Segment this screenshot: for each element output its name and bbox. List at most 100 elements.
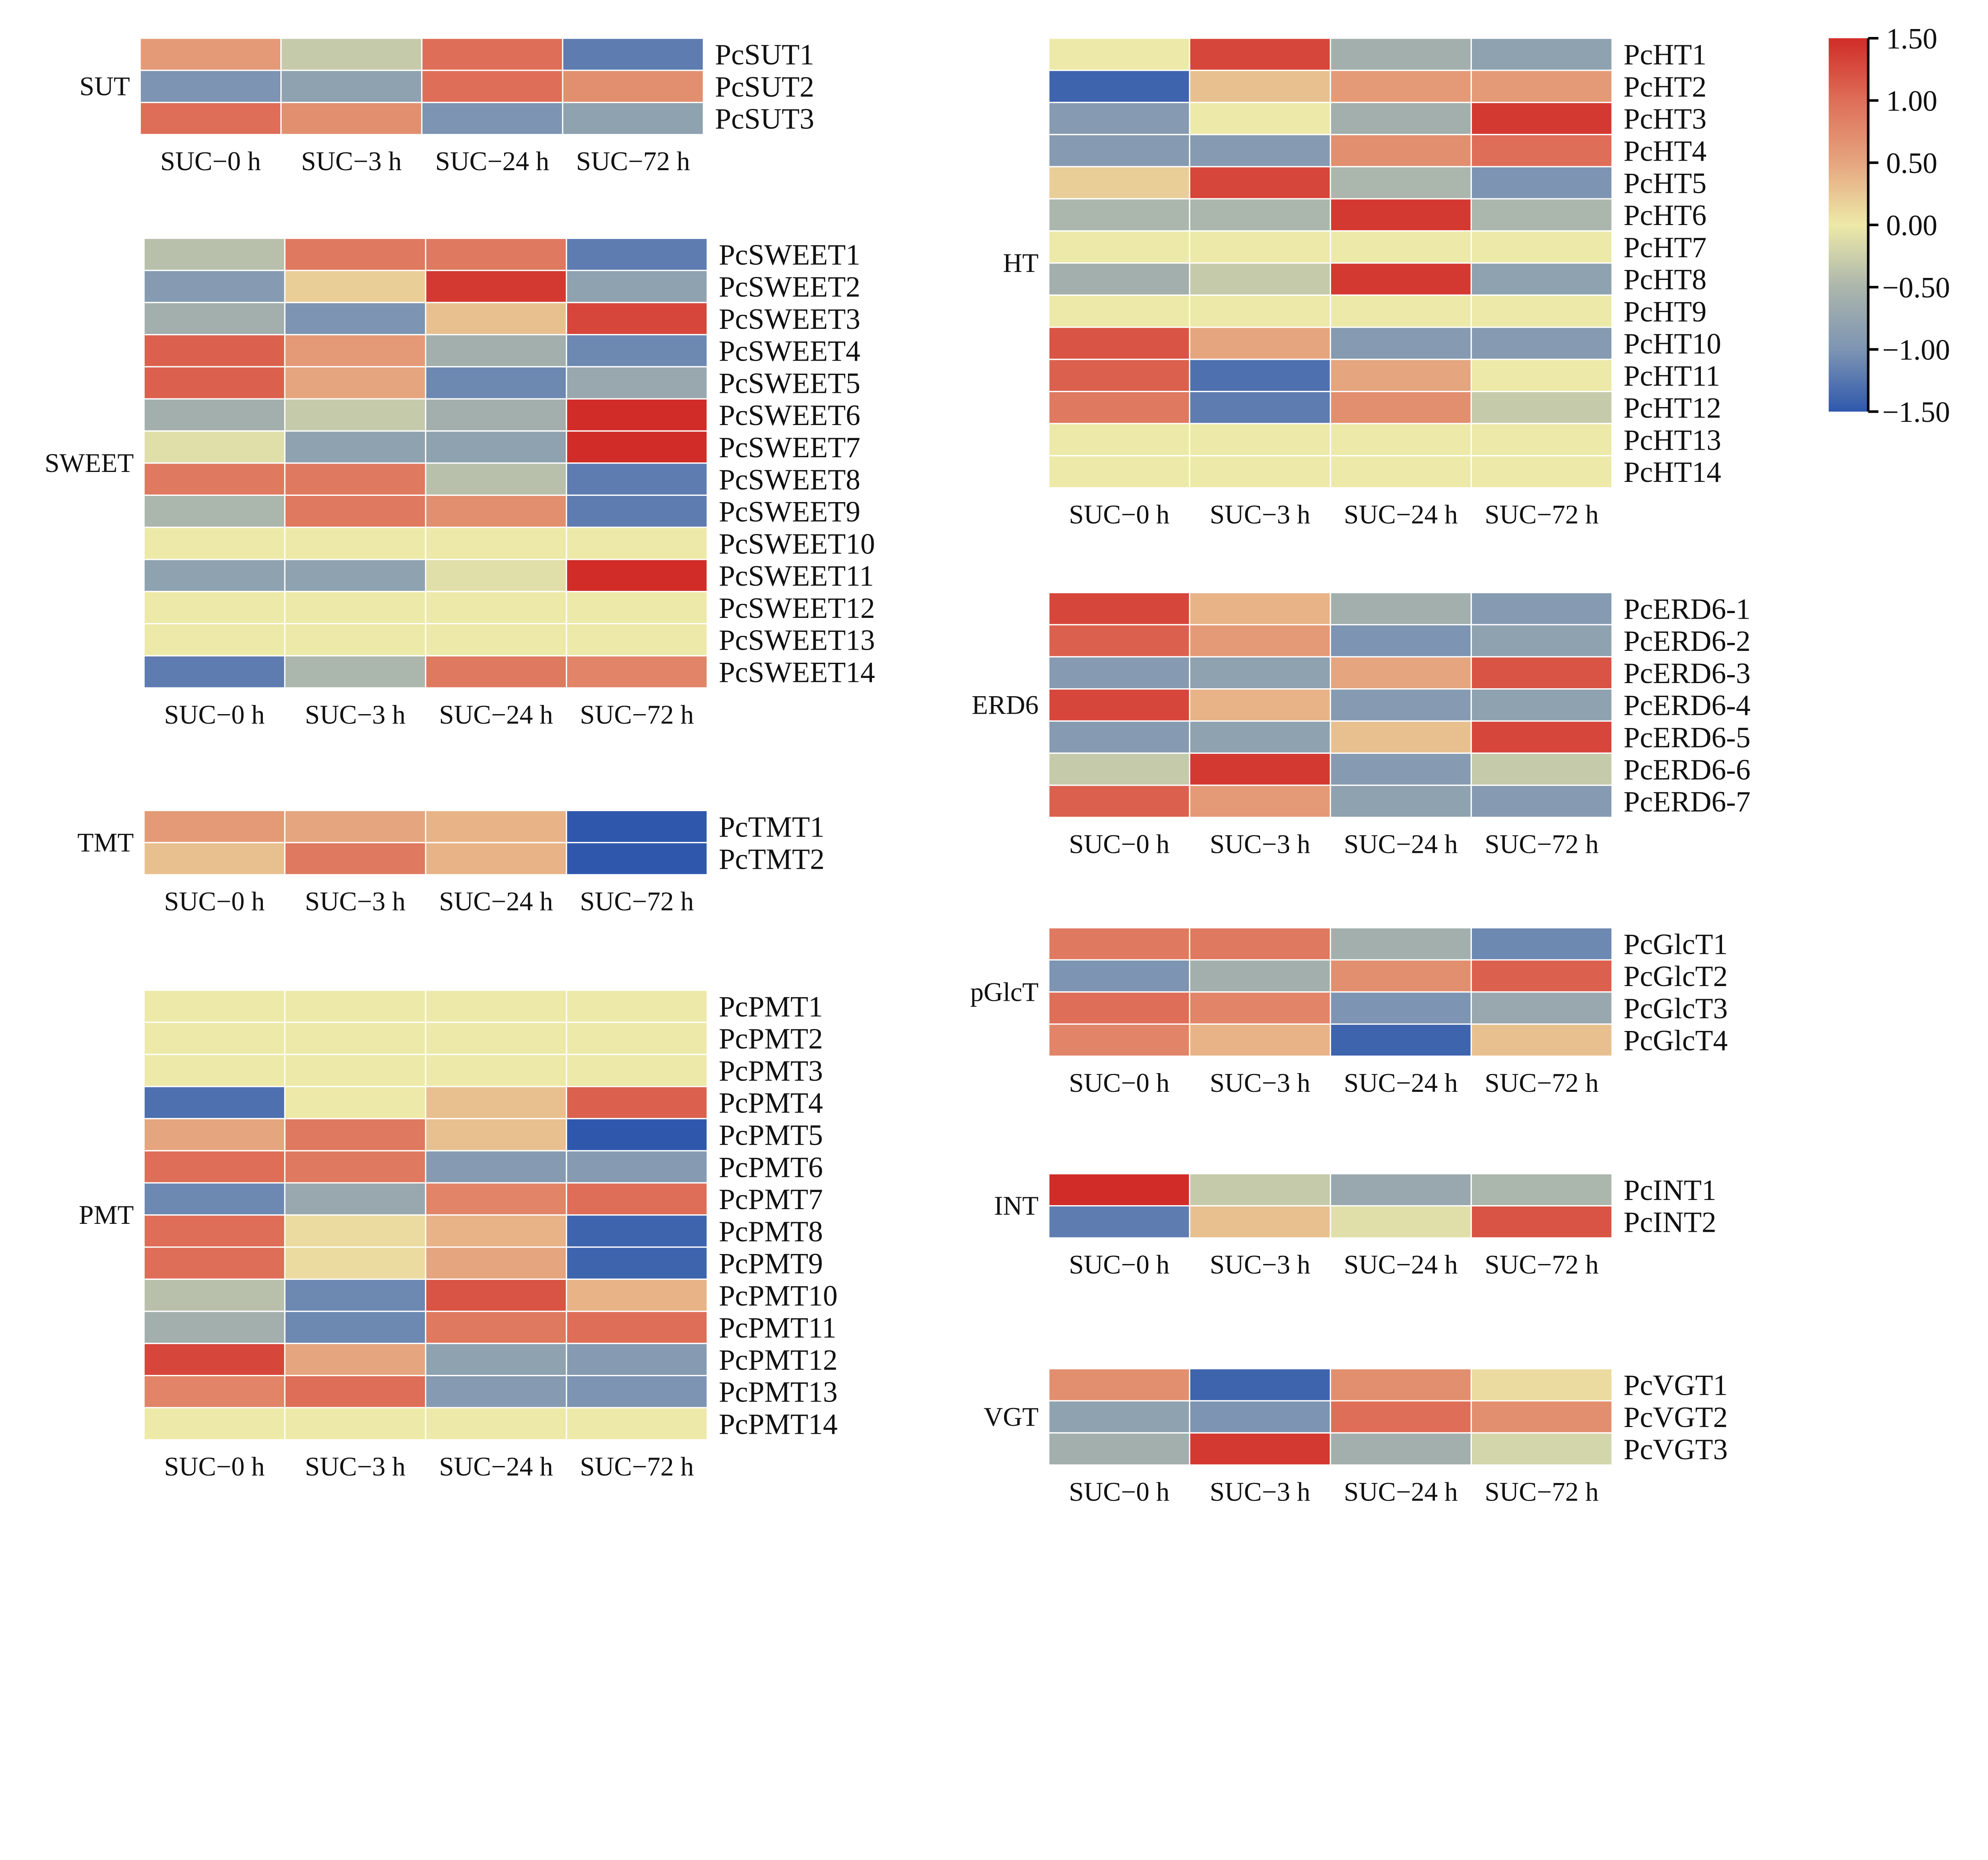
heatmap-cell bbox=[1330, 262, 1472, 296]
heatmap-cell bbox=[1048, 592, 1190, 625]
heatmap-cell bbox=[566, 623, 708, 656]
heatmap-cell bbox=[425, 237, 567, 271]
gene-label: PcGlcT2 bbox=[1623, 960, 1728, 992]
heatmap-cell bbox=[1189, 1368, 1331, 1402]
heatmap-cell bbox=[566, 237, 708, 271]
heatmap-cell bbox=[566, 366, 708, 400]
heatmap-cell bbox=[143, 430, 285, 464]
heatmap-cell bbox=[1048, 1368, 1190, 1402]
heatmap-cell bbox=[284, 462, 427, 496]
heatmap-cell bbox=[284, 334, 427, 368]
heatmap-cell bbox=[284, 1407, 427, 1441]
heatmap-cell bbox=[1189, 70, 1331, 103]
heatmap-cell bbox=[1048, 688, 1190, 722]
heatmap-cell bbox=[1189, 326, 1331, 360]
gene-label: PcSWEET13 bbox=[719, 624, 875, 656]
heatmap-cell bbox=[425, 1086, 567, 1120]
gene-label: PcHT10 bbox=[1623, 327, 1721, 360]
gene-label: PcPMT10 bbox=[719, 1279, 838, 1312]
heatmap-cell bbox=[1048, 294, 1190, 328]
heatmap-cell bbox=[1470, 1205, 1613, 1239]
heatmap-cell bbox=[1189, 1400, 1331, 1434]
column-label: SUC−0 h bbox=[1069, 1068, 1169, 1098]
heatmap-cell bbox=[284, 430, 427, 464]
heatmap-cell bbox=[425, 842, 567, 876]
heatmap-cell bbox=[284, 1214, 427, 1248]
heatmap-cell bbox=[566, 1214, 708, 1248]
gene-label: PcSUT1 bbox=[715, 38, 814, 71]
gene-label: PcINT2 bbox=[1623, 1206, 1716, 1239]
colorbar-tick-label: 1.50 bbox=[1886, 22, 1938, 55]
heatmap-cell bbox=[1330, 326, 1472, 360]
heatmap-cell bbox=[1470, 455, 1613, 489]
heatmap-cell bbox=[284, 270, 427, 303]
heatmap-cell bbox=[1189, 37, 1331, 71]
heatmap-cell bbox=[425, 1021, 567, 1055]
heatmap-cell bbox=[1189, 391, 1331, 424]
gene-label: PcSWEET7 bbox=[719, 431, 860, 464]
heatmap-cell bbox=[566, 334, 708, 368]
heatmap-cell bbox=[425, 810, 567, 843]
heatmap-cell bbox=[143, 591, 285, 625]
column-label: SUC−72 h bbox=[580, 700, 694, 730]
column-label: SUC−24 h bbox=[439, 887, 553, 916]
heatmap-cell bbox=[284, 1150, 427, 1184]
heatmap-cell bbox=[1330, 1205, 1472, 1239]
heatmap-cell bbox=[566, 1118, 708, 1151]
heatmap-cell bbox=[1048, 784, 1190, 818]
heatmap-cell bbox=[1330, 294, 1472, 328]
gene-label: PcSWEET2 bbox=[719, 270, 860, 303]
heatmap-cell bbox=[143, 526, 285, 560]
heatmap-cell bbox=[425, 494, 567, 528]
heatmap-cell bbox=[1470, 1400, 1613, 1434]
heatmap-cell bbox=[1330, 1173, 1472, 1207]
heatmap-cell bbox=[280, 37, 423, 71]
heatmap-cell bbox=[566, 430, 708, 464]
gene-label: PcPMT6 bbox=[719, 1151, 823, 1183]
group-label: TMT bbox=[77, 828, 134, 858]
heatmap-cell bbox=[143, 494, 285, 528]
gene-label: PcERD6-6 bbox=[1623, 753, 1750, 786]
heatmap-cell bbox=[1048, 455, 1190, 489]
heatmap-cell bbox=[284, 1021, 427, 1055]
heatmap-cell bbox=[284, 810, 427, 843]
heatmap-cell bbox=[284, 1311, 427, 1344]
heatmap-cell bbox=[284, 1182, 427, 1216]
gene-label: PcPMT5 bbox=[719, 1118, 823, 1151]
heatmap-cell bbox=[1330, 230, 1472, 264]
gene-label: PcSWEET3 bbox=[719, 303, 860, 335]
heatmap-cell bbox=[1470, 134, 1613, 167]
heatmap-cell bbox=[1470, 230, 1613, 264]
heatmap-cell bbox=[1189, 134, 1331, 167]
gene-label: PcERD6-5 bbox=[1623, 721, 1750, 753]
heatmap-cell bbox=[566, 398, 708, 432]
gene-label: PcPMT13 bbox=[719, 1376, 838, 1408]
heatmap-cell bbox=[562, 102, 704, 136]
heatmap-cell bbox=[566, 1182, 708, 1216]
gene-label: PcSWEET4 bbox=[719, 335, 860, 367]
heatmap-cell bbox=[143, 989, 285, 1023]
heatmap-cell bbox=[1189, 720, 1331, 754]
gene-label: PcTMT2 bbox=[719, 843, 825, 875]
gene-label: PcSUT2 bbox=[715, 70, 814, 103]
heatmap-cell bbox=[143, 398, 285, 432]
column-label: SUC−0 h bbox=[1069, 1250, 1169, 1279]
gene-label: PcPMT2 bbox=[719, 1022, 823, 1055]
heatmap-cell bbox=[1048, 624, 1190, 658]
heatmap-cell bbox=[143, 237, 285, 271]
heatmap-cell bbox=[1189, 102, 1331, 136]
gene-label: PcTMT1 bbox=[719, 810, 825, 843]
heatmap-cell bbox=[1470, 359, 1613, 392]
column-label: SUC−72 h bbox=[1485, 1477, 1599, 1507]
heatmap-cell bbox=[143, 334, 285, 368]
colorbar-tick-label: −1.00 bbox=[1882, 333, 1950, 366]
heatmap-cell bbox=[143, 1343, 285, 1377]
heatmap-cell bbox=[1048, 991, 1190, 1025]
heatmap-cell bbox=[143, 1150, 285, 1184]
heatmap-cell bbox=[1189, 592, 1331, 625]
heatmap-cell bbox=[566, 989, 708, 1023]
gene-label: PcHT13 bbox=[1623, 423, 1721, 456]
column-label: SUC−0 h bbox=[164, 1452, 265, 1481]
heatmap-cell bbox=[1330, 37, 1472, 71]
heatmap-cell bbox=[1189, 1432, 1331, 1466]
